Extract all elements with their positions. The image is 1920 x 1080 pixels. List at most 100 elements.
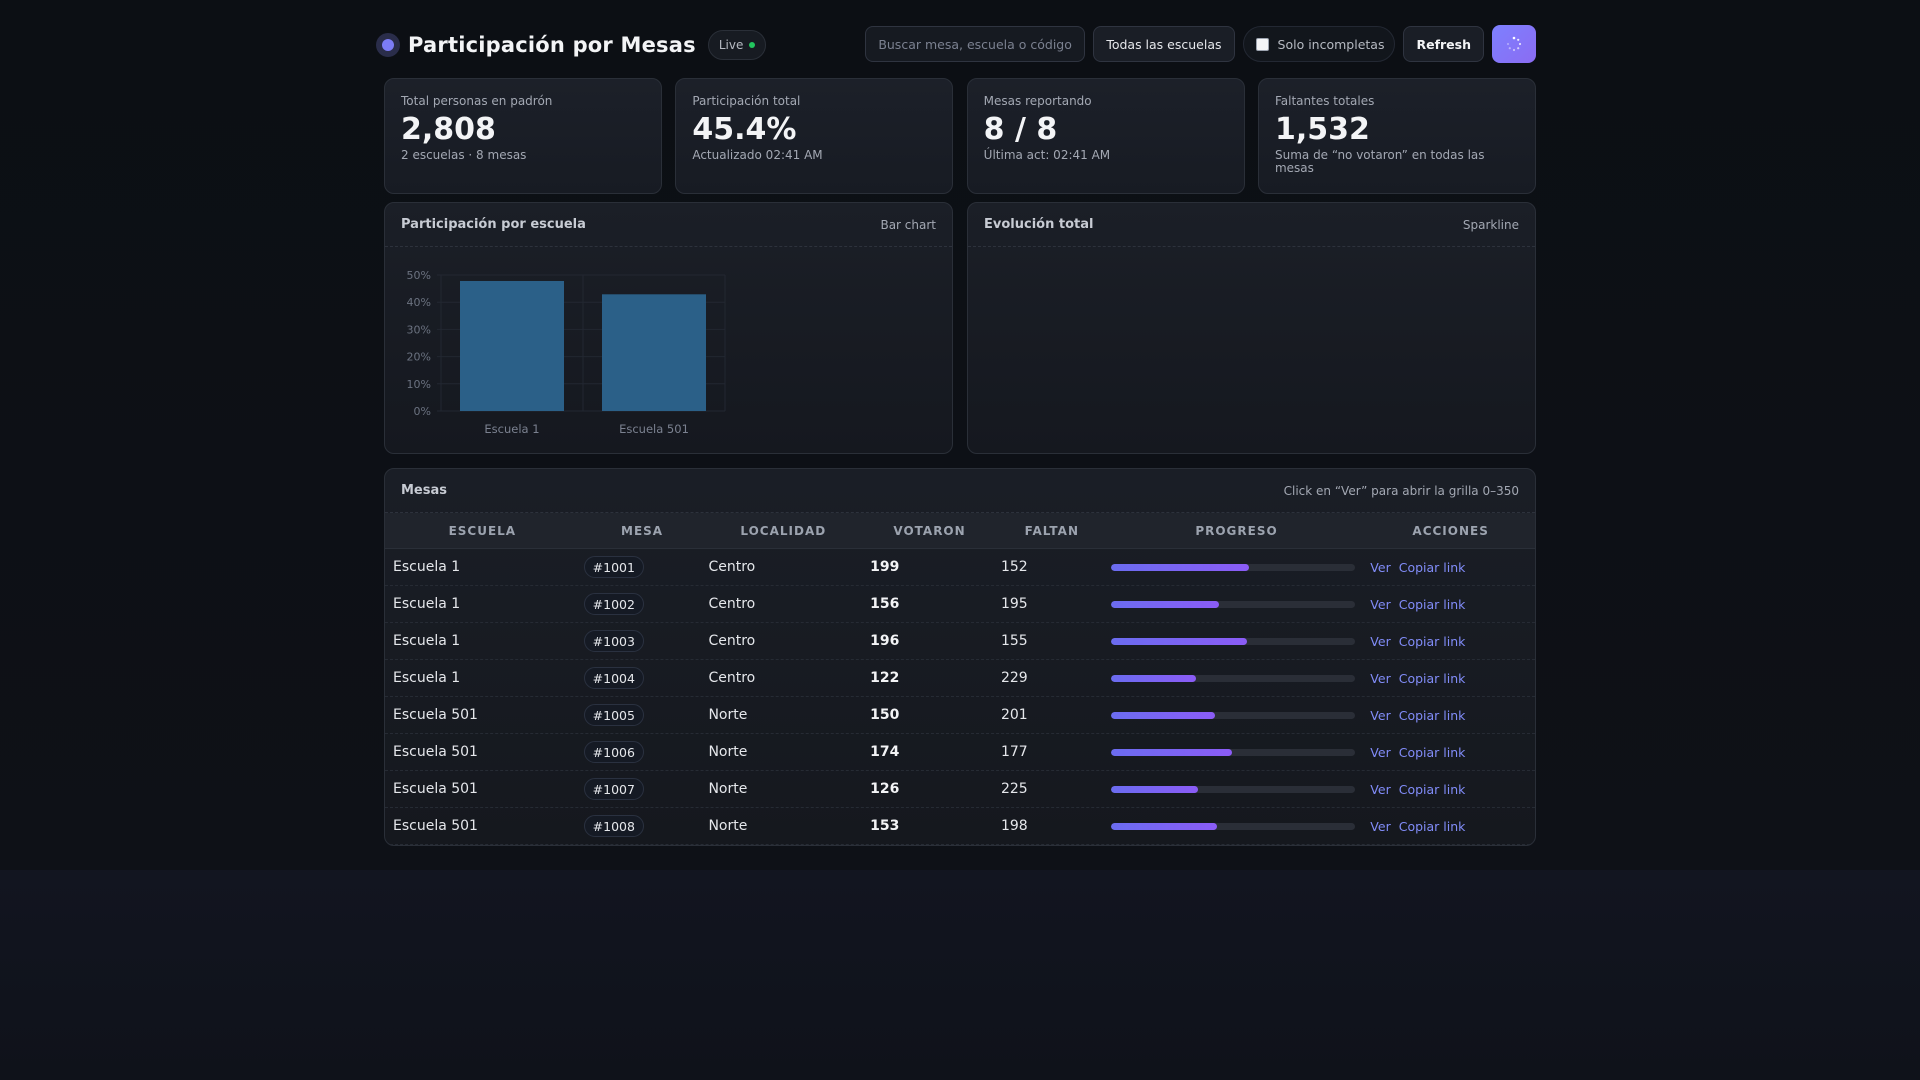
column-header-mesa[interactable]: MESA xyxy=(621,523,664,538)
mesa-badge: #1001 xyxy=(583,556,644,578)
lower-background xyxy=(0,870,1920,1080)
cell-faltan: 152 xyxy=(1000,559,1028,575)
kpi-card-mesas-reportando: Mesas reportando 8 / 8 Última act: 02:41… xyxy=(966,78,1245,194)
bar-escuela-1[interactable] xyxy=(460,280,564,411)
only-incomplete-checkbox[interactable] xyxy=(1255,37,1269,51)
column-header-progreso[interactable]: PROGRESO xyxy=(1195,523,1278,538)
panel-header: Evolución total Sparkline xyxy=(968,203,1535,247)
cell-acciones: Ver Copiar link xyxy=(1366,560,1535,575)
panel-tag: Sparkline xyxy=(1462,217,1519,232)
progress-fill xyxy=(1110,637,1247,645)
cell-escuela: Escuela 1 xyxy=(393,670,461,686)
school-chart-panel: Participación por escuela Bar chart 0% 10… xyxy=(384,202,953,454)
cell-votaron: 174 xyxy=(870,744,900,760)
cell-votaron: 122 xyxy=(870,670,900,686)
panel-title: Participación por escuela xyxy=(401,217,586,232)
copy-link[interactable]: Copiar link xyxy=(1398,781,1466,797)
table-row: Escuela 1 #1003 Centro 196 155 Ver Copiar link xyxy=(385,623,1535,660)
cell-faltan: 225 xyxy=(1000,781,1028,797)
kpi-label: Mesas reportando xyxy=(983,94,1092,108)
charts-row: Participación por escuela Bar chart 0% 10… xyxy=(384,202,1536,454)
cell-escuela: Escuela 1 xyxy=(393,596,461,612)
cell-votaron: 196 xyxy=(870,633,900,649)
view-link[interactable]: Ver xyxy=(1370,670,1391,686)
cell-faltan: 229 xyxy=(1000,670,1028,686)
school-select[interactable]: Todas las escuelas xyxy=(1093,26,1235,62)
column-header-faltan[interactable]: FALTAN xyxy=(1024,523,1079,538)
copy-link[interactable]: Copiar link xyxy=(1398,670,1466,686)
cell-mesa: #1006 xyxy=(580,741,705,763)
view-link[interactable]: Ver xyxy=(1370,781,1391,797)
only-incomplete-toggle[interactable]: Solo incompletas xyxy=(1242,26,1396,62)
y-tick-label: 10% xyxy=(407,378,431,391)
copy-link[interactable]: Copiar link xyxy=(1398,744,1466,760)
cell-mesa: #1001 xyxy=(580,556,705,578)
kpi-sub: Última act: 02:41 AM xyxy=(983,148,1111,162)
cell-localidad: Norte xyxy=(708,781,748,797)
cell-mesa: #1005 xyxy=(580,704,705,726)
cell-progreso xyxy=(1107,711,1367,719)
copy-link[interactable]: Copiar link xyxy=(1398,596,1466,612)
column-header-votaron[interactable]: VOTARON xyxy=(893,523,966,538)
y-tick-label: 40% xyxy=(407,296,431,309)
x-tick-label: Escuela 501 xyxy=(619,422,689,436)
brand-dot-icon xyxy=(376,33,400,57)
cell-votaron: 156 xyxy=(870,596,900,612)
bar-escuela-501[interactable] xyxy=(602,294,706,411)
cell-acciones: Ver Copiar link xyxy=(1366,597,1535,612)
live-badge: Live xyxy=(707,30,767,60)
view-link[interactable]: Ver xyxy=(1370,707,1391,723)
copy-link[interactable]: Copiar link xyxy=(1398,818,1466,834)
table-hint: Click en “Ver” para abrir la grilla 0–35… xyxy=(1283,483,1519,498)
cell-escuela: Escuela 501 xyxy=(393,707,478,723)
cell-escuela: Escuela 1 xyxy=(393,633,461,649)
cell-progreso xyxy=(1107,600,1367,608)
cell-faltan: 155 xyxy=(1000,633,1028,649)
column-header-escuela[interactable]: ESCUELA xyxy=(448,523,517,538)
live-label: Live xyxy=(718,38,744,52)
table-row: Escuela 501 #1006 Norte 174 177 Ver Copiar lin… xyxy=(385,734,1535,771)
kpi-sub: Actualizado 02:41 AM xyxy=(692,148,823,162)
search-input[interactable] xyxy=(865,26,1086,62)
kpi-card-total-padron: Total personas en padrón 2,808 2 escuela… xyxy=(384,78,662,194)
page-title: Participación por Mesas xyxy=(408,33,696,57)
view-link[interactable]: Ver xyxy=(1370,818,1391,834)
cell-localidad: Norte xyxy=(708,707,748,723)
view-link[interactable]: Ver xyxy=(1370,596,1391,612)
evolution-panel: Evolución total Sparkline xyxy=(967,202,1536,454)
cell-votaron: 199 xyxy=(870,559,900,575)
cell-acciones: Ver Copiar link xyxy=(1366,671,1535,686)
progress-bar xyxy=(1110,748,1355,756)
mesa-badge: #1005 xyxy=(583,704,644,726)
cell-votaron: 153 xyxy=(870,818,900,834)
cell-progreso xyxy=(1107,748,1367,756)
only-incomplete-label: Solo incompletas xyxy=(1277,36,1385,52)
cell-votaron: 150 xyxy=(870,707,900,723)
panel-header: Participación por escuela Bar chart xyxy=(385,203,952,247)
progress-bar xyxy=(1110,822,1355,830)
view-link[interactable]: Ver xyxy=(1370,559,1391,575)
column-header-localidad[interactable]: LOCALIDAD xyxy=(740,523,827,538)
auto-refresh-button[interactable] xyxy=(1492,25,1536,63)
cell-acciones: Ver Copiar link xyxy=(1366,634,1535,649)
cell-mesa: #1007 xyxy=(580,778,705,800)
panel-tag: Bar chart xyxy=(880,217,936,232)
refresh-button[interactable]: Refresh xyxy=(1403,26,1484,62)
header: Participación por Mesas Live Todas las e… xyxy=(376,22,1536,64)
mesas-table-card: Mesas Click en “Ver” para abrir la grill… xyxy=(384,468,1536,846)
progress-bar xyxy=(1110,785,1355,793)
view-link[interactable]: Ver xyxy=(1370,744,1391,760)
view-link[interactable]: Ver xyxy=(1370,633,1391,649)
mesa-badge: #1006 xyxy=(583,741,644,763)
table-body: Escuela 1 #1001 Centro 199 152 Ver Copiar link… xyxy=(385,549,1535,845)
copy-link[interactable]: Copiar link xyxy=(1398,707,1466,723)
bar-chart: 0% 10% 20% 30% 40% 50% Escuela 1 Escuela 501 xyxy=(407,269,726,436)
copy-link[interactable]: Copiar link xyxy=(1398,633,1466,649)
mesa-badge: #1008 xyxy=(583,815,644,837)
table-column-headers: ESCUELA MESA LOCALIDAD VOTARON FALTAN PR… xyxy=(385,513,1535,549)
cell-acciones: Ver Copiar link xyxy=(1366,708,1535,723)
cell-acciones: Ver Copiar link xyxy=(1366,745,1535,760)
copy-link[interactable]: Copiar link xyxy=(1398,559,1466,575)
cell-faltan: 201 xyxy=(1000,707,1028,723)
table-row: Escuela 1 #1001 Centro 199 152 Ver Copiar link xyxy=(385,549,1535,586)
